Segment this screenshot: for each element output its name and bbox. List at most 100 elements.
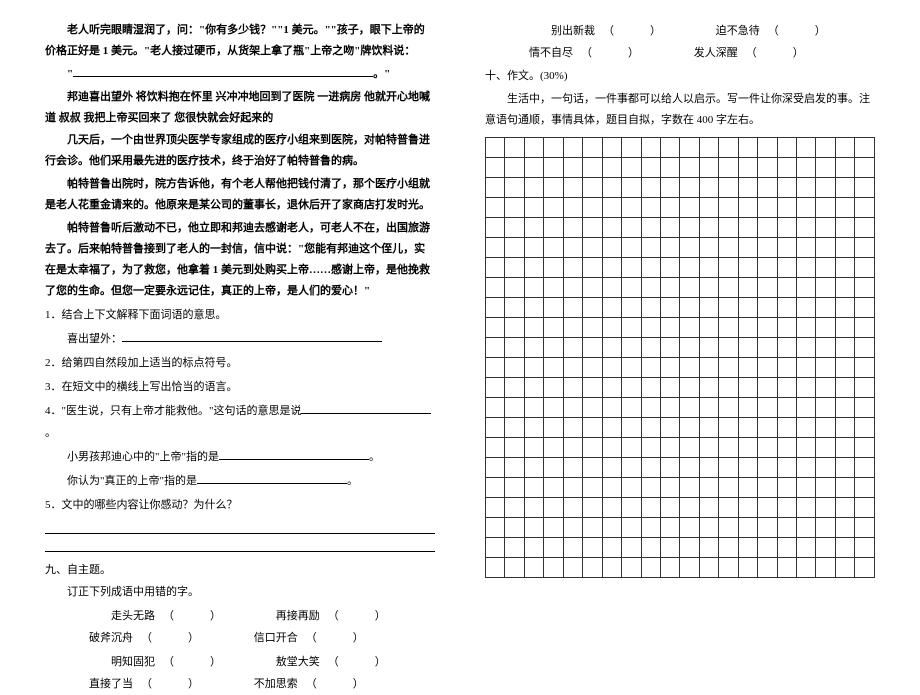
grid-cell — [835, 517, 854, 537]
idiom-3a: 别出新裁 — [529, 20, 595, 42]
grid-cell — [719, 297, 738, 317]
grid-cell — [583, 477, 602, 497]
grid-cell — [855, 337, 875, 357]
grid-cell — [602, 257, 621, 277]
grid-cell — [602, 137, 621, 157]
grid-cell — [583, 457, 602, 477]
grid-cell — [641, 337, 660, 357]
grid-cell — [699, 157, 718, 177]
idiom-2a: 明知固犯 — [89, 651, 155, 673]
grid-cell — [544, 557, 563, 577]
grid-cell — [602, 297, 621, 317]
grid-cell — [719, 397, 738, 417]
idiom-1d: 信口开合 — [232, 627, 298, 649]
grid-cell — [602, 517, 621, 537]
grid-cell — [544, 417, 563, 437]
grid-cell — [583, 257, 602, 277]
grid-cell — [563, 417, 582, 437]
grid-cell — [524, 457, 543, 477]
grid-cell — [699, 137, 718, 157]
grid-cell — [777, 217, 796, 237]
grid-cell — [719, 457, 738, 477]
grid-cell — [583, 317, 602, 337]
grid-cell — [719, 257, 738, 277]
grid-cell — [855, 477, 875, 497]
grid-cell — [602, 357, 621, 377]
grid-cell — [524, 177, 543, 197]
grid-cell — [855, 497, 875, 517]
grid-cell — [622, 477, 641, 497]
grid-cell — [797, 497, 816, 517]
grid-cell — [486, 457, 505, 477]
grid-cell — [505, 157, 524, 177]
grid-cell — [738, 397, 757, 417]
grid-cell — [797, 197, 816, 217]
grid-cell — [777, 257, 796, 277]
grid-cell — [622, 357, 641, 377]
grid-cell — [602, 537, 621, 557]
grid-cell — [758, 277, 777, 297]
grid-cell — [660, 357, 679, 377]
grid-cell — [680, 557, 699, 577]
grid-cell — [544, 237, 563, 257]
grid-cell — [505, 277, 524, 297]
grid-cell — [797, 157, 816, 177]
grid-cell — [544, 157, 563, 177]
grid-cell — [524, 237, 543, 257]
grid-cell — [583, 537, 602, 557]
grid-cell — [602, 177, 621, 197]
grid-cell — [486, 517, 505, 537]
grid-cell — [797, 457, 816, 477]
grid-cell — [602, 437, 621, 457]
grid-cell — [835, 277, 854, 297]
grid-cell — [816, 317, 835, 337]
grid-cell — [699, 357, 718, 377]
grid-cell — [641, 377, 660, 397]
grid-cell — [738, 477, 757, 497]
grid-cell — [622, 257, 641, 277]
grid-cell — [583, 517, 602, 537]
grid-cell — [719, 437, 738, 457]
grid-cell — [738, 177, 757, 197]
grid-cell — [835, 197, 854, 217]
grid-cell — [524, 497, 543, 517]
grid-cell — [758, 357, 777, 377]
grid-cell — [835, 337, 854, 357]
grid-cell — [758, 197, 777, 217]
grid-cell — [835, 357, 854, 377]
grid-cell — [797, 337, 816, 357]
grid-cell — [641, 237, 660, 257]
grid-cell — [602, 237, 621, 257]
grid-cell — [835, 457, 854, 477]
q5-blank-1 — [45, 520, 435, 534]
grid-cell — [816, 497, 835, 517]
grid-cell — [544, 277, 563, 297]
grid-cell — [777, 497, 796, 517]
grid-cell — [641, 557, 660, 577]
grid-cell — [622, 177, 641, 197]
grid-cell — [544, 197, 563, 217]
grid-cell — [797, 537, 816, 557]
grid-cell — [855, 397, 875, 417]
grid-cell — [563, 317, 582, 337]
grid-cell — [486, 277, 505, 297]
grid-cell — [738, 137, 757, 157]
grid-cell — [660, 417, 679, 437]
grid-cell — [602, 277, 621, 297]
grid-cell — [816, 457, 835, 477]
grid-cell — [486, 137, 505, 157]
grid-cell — [680, 497, 699, 517]
grid-cell — [602, 217, 621, 237]
grid-cell — [505, 457, 524, 477]
grid-cell — [602, 397, 621, 417]
q1a-label: 喜出望外： — [67, 333, 122, 345]
grid-cell — [583, 277, 602, 297]
grid-cell — [505, 237, 524, 257]
question-4b: 你认为"真正的上帝"指的是。 — [45, 470, 435, 492]
grid-cell — [563, 137, 582, 157]
grid-cell — [622, 557, 641, 577]
grid-cell — [719, 417, 738, 437]
grid-cell — [680, 457, 699, 477]
grid-cell — [544, 337, 563, 357]
grid-cell — [738, 217, 757, 237]
